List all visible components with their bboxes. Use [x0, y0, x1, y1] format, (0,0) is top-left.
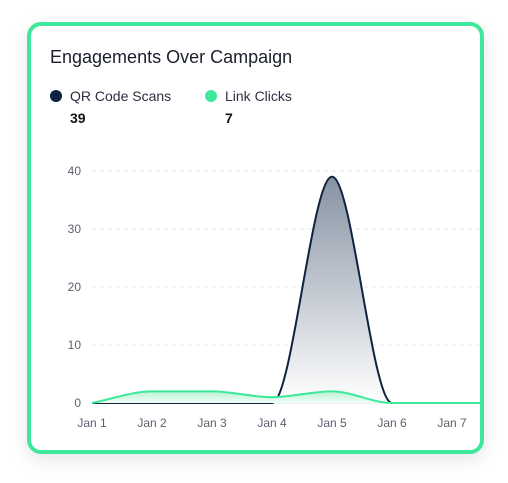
x-tick-label-jan-3: Jan 3 [197, 416, 227, 430]
legend-value-link-clicks: 7 [225, 110, 233, 126]
legend-dot-link-clicks [205, 90, 217, 102]
y-tick-label-30: 30 [68, 222, 82, 236]
legend-dot-qr-code-scans [50, 90, 62, 102]
y-tick-label-0: 0 [74, 396, 81, 410]
x-tick-label-jan-2: Jan 2 [137, 416, 167, 430]
series-line-link-clicks [91, 390, 480, 404]
legend-label-link-clicks: Link Clicks [225, 88, 292, 104]
x-tick-label-jan-1: Jan 1 [77, 416, 107, 430]
chart-card: Engagements Over Campaign QR Code Scans … [27, 22, 484, 454]
y-tick-label-20: 20 [68, 280, 82, 294]
x-tick-label-jan-6: Jan 6 [377, 416, 407, 430]
series-line-qr-code-scans [92, 175, 480, 404]
x-tick-label-jan-5: Jan 5 [317, 416, 347, 430]
engagement-chart: 0 10 20 30 40 Jan 1 Jan 2 Jan 3 Jan 4 Jan 5 Jan 6 J… [68, 164, 480, 430]
y-tick-label-40: 40 [68, 164, 82, 178]
legend-item-qr-code-scans[interactable]: QR Code Scans 39 [50, 88, 171, 126]
chart-title: Engagements Over Campaign [50, 47, 293, 67]
legend-item-link-clicks[interactable]: Link Clicks 7 [205, 88, 292, 126]
legend-value-qr-code-scans: 39 [70, 110, 86, 126]
y-tick-label-10: 10 [68, 338, 82, 352]
legend-label-qr-code-scans: QR Code Scans [70, 88, 172, 104]
x-tick-label-jan-7: Jan 7 [437, 416, 467, 430]
x-tick-label-jan-4: Jan 4 [257, 416, 287, 430]
